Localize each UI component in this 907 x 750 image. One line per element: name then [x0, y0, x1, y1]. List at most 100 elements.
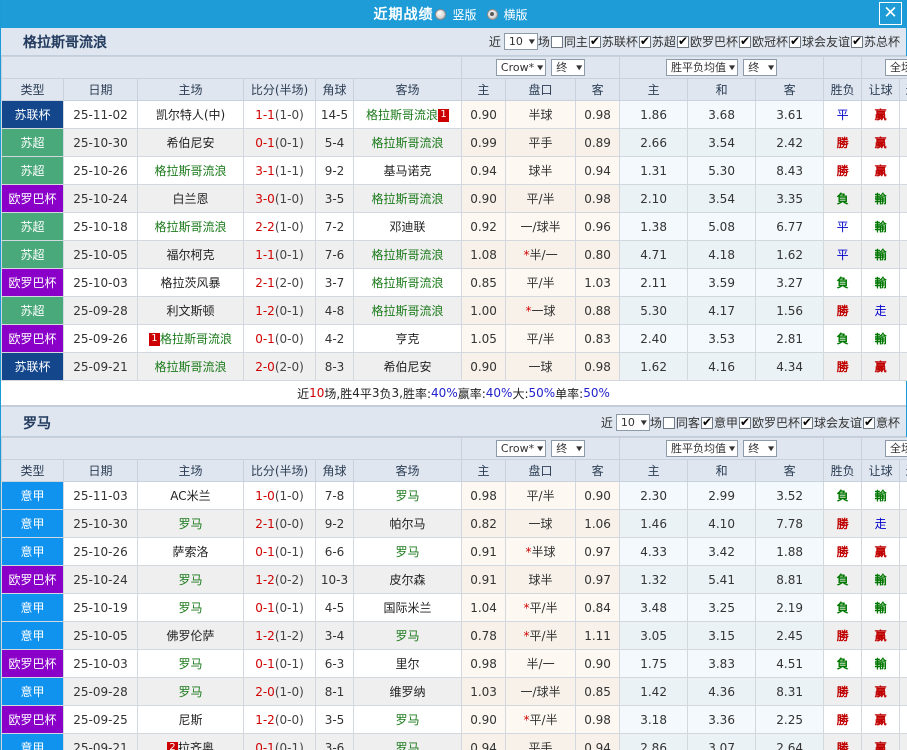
cell-euro-draw: 3.42: [687, 537, 757, 566]
table-row[interactable]: 苏联杯 25-11-02 凯尔特人(中) 1-1(1-0) 14-5 格拉斯哥流浪 1 0.9…: [1, 100, 907, 129]
cell-wdl: 勝: [823, 156, 863, 185]
table-row[interactable]: 意甲 25-11-03 AC米兰 1-0(1-0) 7-8 罗马 0.98 平/半 0.90 2.…: [1, 481, 907, 510]
cell-odds-away: 0.83: [575, 324, 621, 353]
checkbox-league-4[interactable]: [738, 34, 751, 48]
home-team-name: 罗马: [178, 657, 203, 671]
filter-league-4[interactable]: 意杯: [862, 414, 900, 431]
filter-league-2[interactable]: 欧罗巴杯: [738, 414, 800, 431]
table-row[interactable]: 欧罗巴杯 25-10-03 罗马 0-1(0-1) 6-3 里尔 0.98 半/一 0.90 1.…: [1, 649, 907, 678]
radio-horizontal[interactable]: [486, 8, 498, 20]
checkbox-league-1[interactable]: [588, 34, 601, 48]
filter-league-6[interactable]: 苏总杯: [850, 33, 900, 50]
table-row[interactable]: 苏超 25-10-18 格拉斯哥流浪 2-2(1-0) 7-2 邓迪联 0.92 一/球半 0.…: [1, 212, 907, 241]
euro-stage-select[interactable]: 终 ▼: [743, 440, 778, 457]
filter-league-5[interactable]: 球会友谊: [788, 33, 850, 50]
filter-same-side[interactable]: 同主: [550, 33, 588, 50]
filter-league-3[interactable]: 欧罗巴杯: [676, 33, 738, 50]
chevron-down-icon: ▼: [640, 418, 647, 427]
cell-score: 1-2(0-1): [243, 296, 316, 325]
odds-company-value: Crow*: [500, 61, 535, 74]
summary-losses: 3,: [391, 386, 403, 400]
odds-stage-select[interactable]: 终 ▼: [551, 440, 586, 457]
euro-stage-select[interactable]: 终 ▼: [743, 59, 778, 76]
radio-vertical[interactable]: [435, 8, 447, 20]
checkbox-league-1[interactable]: [700, 415, 713, 429]
cell-date: 25-10-26: [63, 537, 138, 566]
filter-league-1[interactable]: 意甲: [700, 414, 738, 431]
odds-company-select[interactable]: Crow* ▼: [495, 440, 547, 457]
checkbox-league-2[interactable]: [738, 415, 751, 429]
table-row[interactable]: 意甲 25-09-28 罗马 2-0(1-0) 8-1 维罗纳 1.03 一/球半 0.85 1.…: [1, 677, 907, 706]
table-row[interactable]: 苏超 25-10-05 福尔柯克 1-1(0-1) 7-6 格拉斯哥流浪 1.08 *半/一 0…: [1, 240, 907, 269]
euro-avg-select[interactable]: 胜平负均值 ▼: [666, 59, 739, 76]
filter-league-2[interactable]: 苏超: [638, 33, 676, 50]
cell-euro-home: 2.66: [619, 128, 689, 157]
table-row[interactable]: 苏超 25-09-28 利文斯顿 1-2(0-1) 4-8 格拉斯哥流浪 1.00 *一球 0.…: [1, 296, 907, 325]
cell-euro-home: 1.32: [619, 565, 689, 594]
checkbox-league-2[interactable]: [638, 34, 651, 48]
cell-away-team: 罗马: [352, 481, 463, 510]
cell-wdl: 負: [823, 481, 863, 510]
cell-match-type: 意甲: [1, 481, 64, 510]
filter-same-side[interactable]: 同客: [662, 414, 700, 431]
euro-stage-value: 终: [748, 442, 760, 455]
cell-corner: 4-5: [315, 593, 354, 622]
cell-odds-line: 平/半: [505, 268, 577, 297]
cell-away-team: 希伯尼安: [352, 352, 463, 381]
checkbox-same-side[interactable]: [662, 416, 675, 429]
cell-euro-draw: 5.30: [687, 156, 757, 185]
odds-company-select[interactable]: Crow* ▼: [495, 59, 547, 76]
filter-league-3[interactable]: 球会友谊: [800, 414, 862, 431]
table-row[interactable]: 苏超 25-10-26 格拉斯哥流浪 3-1(1-1) 9-2 基马诺克 0.94 球半 0.9…: [1, 156, 907, 185]
away-team-name: 格拉斯哥流浪: [371, 192, 444, 206]
away-team-name: 维罗纳: [389, 685, 426, 699]
table-row[interactable]: 苏超 25-10-30 希伯尼安 0-1(0-1) 5-4 格拉斯哥流浪 0.99 平手 0.8…: [1, 128, 907, 157]
table-row[interactable]: 意甲 25-10-05 佛罗伦萨 1-2(1-2) 3-4 罗马 0.78 *平/半 1.11 3…: [1, 621, 907, 650]
score-full: 3-1: [255, 163, 275, 178]
odds-line-value: 平/半: [529, 601, 558, 615]
checkbox-league-6[interactable]: [850, 34, 863, 48]
table-row[interactable]: 意甲 25-10-19 罗马 0-1(0-1) 4-5 国际米兰 1.04 *平/半 0.84 3…: [1, 593, 907, 622]
table-row[interactable]: 欧罗巴杯 25-10-24 白兰恩 3-0(1-0) 3-5 格拉斯哥流浪 0.90 平/半 0…: [1, 184, 907, 213]
euro-avg-value: 胜平负均值: [671, 442, 727, 455]
filter-league-1[interactable]: 苏联杯: [588, 33, 638, 50]
table-row[interactable]: 欧罗巴杯 25-09-26 1 格拉斯哥流浪 0-1(0-0) 4-2 亨克 1.05 平/半 0…: [1, 324, 907, 353]
checkbox-league-3[interactable]: [676, 34, 689, 48]
table-row[interactable]: 欧罗巴杯 25-09-25 尼斯 1-2(0-0) 3-5 罗马 0.90 *平/半 0.98 3…: [1, 705, 907, 734]
cell-date: 25-11-03: [63, 481, 138, 510]
table-row[interactable]: 意甲 25-10-30 罗马 2-1(0-0) 9-2 帕尔马 0.82 一球 1.06 1.46…: [1, 509, 907, 538]
checkbox-league-5[interactable]: [788, 34, 801, 48]
table-row[interactable]: 苏联杯 25-09-21 格拉斯哥流浪 2-0(2-0) 8-3 希伯尼安 0.90 一球 0.…: [1, 352, 907, 381]
cell-score: 2-0(2-0): [243, 352, 316, 381]
checkbox-league-4[interactable]: [862, 415, 875, 429]
match-count-select[interactable]: 10 ▼: [503, 33, 538, 50]
match-table-2: Crow*▼终▼胜平负均值▼终▼全场▼类型日期主场比分(半场)角球客场主盘口客主…: [0, 437, 907, 750]
chevron-down-icon: ▼: [768, 444, 775, 453]
odds-line-value: 半球: [528, 108, 553, 122]
euro-avg-select[interactable]: 胜平负均值 ▼: [666, 440, 739, 457]
table-row[interactable]: 欧罗巴杯 25-10-03 格拉茨风暴 2-1(2-0) 3-7 格拉斯哥流浪 0.85 平/…: [1, 268, 907, 297]
close-icon[interactable]: ✕: [879, 2, 902, 25]
scope-select[interactable]: 全场▼: [885, 59, 907, 76]
score-half: (1-2): [274, 628, 304, 643]
table-row[interactable]: 意甲 25-09-21 2 拉齐奥 0-1(0-1) 3-6 罗马 0.94 平手 0.94 2.8…: [1, 733, 907, 750]
table-row[interactable]: 欧罗巴杯 25-10-24 罗马 1-2(0-2) 10-3 皮尔森 0.91 球半 0.97 1…: [1, 565, 907, 594]
summary-winrate: 40%: [431, 386, 458, 400]
table-row[interactable]: 意甲 25-10-26 萨索洛 0-1(0-1) 6-6 罗马 0.91 *半球 0.97 4.3…: [1, 537, 907, 566]
checkbox-same-side[interactable]: [550, 35, 563, 48]
cell-wdl: 負: [823, 268, 863, 297]
match-count-value: 10: [508, 35, 523, 48]
col-header-wdl: 胜负: [823, 78, 863, 101]
scope-select[interactable]: 全场▼: [885, 440, 907, 457]
checkbox-league-3[interactable]: [800, 415, 813, 429]
match-count-select[interactable]: 10 ▼: [615, 414, 650, 431]
score-full: 2-2: [255, 219, 275, 234]
cell-home-team: 罗马: [137, 677, 244, 706]
cell-odds-line: 半球: [505, 100, 577, 129]
cell-score: 0-1(0-0): [243, 324, 316, 353]
odds-stage-select[interactable]: 终 ▼: [551, 59, 586, 76]
filter-league-4[interactable]: 欧冠杯: [738, 33, 788, 50]
cell-goals: 小: [899, 593, 907, 622]
away-team-name: 罗马: [395, 489, 420, 503]
cell-euro-away: 2.45: [755, 621, 825, 650]
